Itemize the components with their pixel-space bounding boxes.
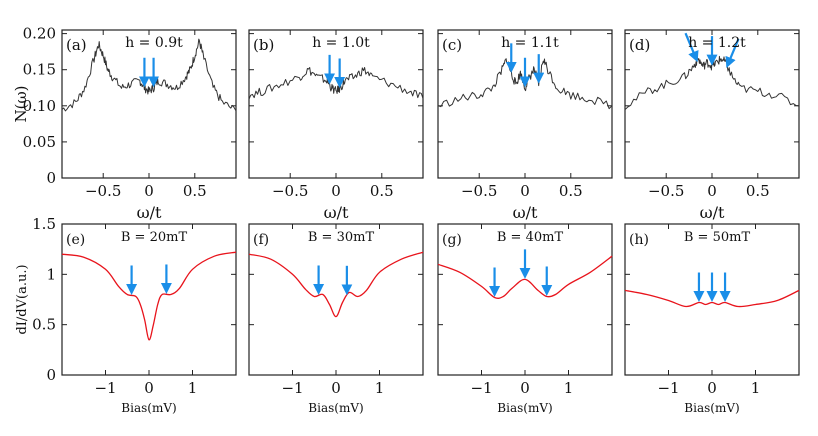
bottom_row-panel-1: −1 0 1 0 0.5 1 1.5 (e) B = 20mT Bias(mV): [32, 215, 237, 415]
y-tick-label: 1.5: [32, 215, 56, 233]
panel-frame: [61, 223, 237, 376]
x-tick-label: 1: [751, 379, 761, 397]
panel-param-label: B = 50mT: [684, 230, 751, 245]
bottom_row-series-line: [437, 255, 613, 299]
y-tick-label: 0: [46, 366, 56, 384]
x-tick-label: 0.5: [183, 182, 207, 200]
x-tick-label: 0: [331, 379, 341, 397]
bottom_row-panel-3: −1 0 1 (g) B = 40mT Bias(mV): [437, 223, 613, 415]
x-tick-label: 0: [520, 379, 530, 397]
top_row-xlabel: ω/t: [513, 203, 538, 222]
panel-frame: [624, 223, 800, 376]
x-tick-label: 1: [564, 379, 574, 397]
bottom_row-series-line: [61, 251, 237, 341]
panel-param-label: B = 40mT: [497, 230, 564, 245]
panel-frame: [248, 29, 424, 179]
panel-frame: [248, 223, 424, 376]
x-tick-label: 0: [520, 182, 530, 200]
y-tick-label: 0.5: [32, 316, 56, 334]
plot-grid: N(ω) −0.5 0 0.5 0 0.05 0.10 0.15 0.20 (a) h = 0.9t…: [12, 25, 800, 415]
panel-tag: (d): [629, 36, 650, 54]
panel-param-label: h = 1.2t: [688, 35, 746, 51]
panel-tag: (a): [66, 36, 87, 54]
top_row-xlabel: ω/t: [700, 203, 725, 222]
bottom_row-xlabel: Bias(mV): [121, 401, 176, 415]
x-tick-label: −0.5: [648, 182, 684, 200]
x-tick-label: −0.5: [272, 182, 308, 200]
panel-param-label: B = 20mT: [121, 230, 188, 245]
panel-tag: (b): [253, 36, 274, 54]
x-tick-label: −1: [94, 379, 116, 397]
x-tick-label: 0: [331, 182, 341, 200]
x-tick-label: 0: [144, 379, 154, 397]
bottom_row-xlabel: Bias(mV): [308, 401, 363, 415]
panel-frame: [437, 223, 613, 376]
panel-param-label: h = 1.1t: [501, 35, 559, 51]
panel-tag: (c): [442, 36, 462, 54]
bottom_row-panel-2: −1 0 1 (f) B = 30mT Bias(mV): [248, 223, 424, 415]
bottom_row-series-line: [248, 251, 424, 318]
top_row-series-line: [248, 67, 424, 100]
bottom_row-panel-4: −1 0 1 (h) B = 50mT Bias(mV): [624, 223, 800, 415]
x-tick-label: 1: [188, 379, 198, 397]
x-tick-label: 0: [144, 182, 154, 200]
x-tick-label: 1: [375, 379, 385, 397]
x-tick-label: −1: [657, 379, 679, 397]
y-tick-label: 1: [46, 265, 56, 283]
panel-frame: [61, 29, 237, 179]
top_row-series-line: [437, 58, 613, 110]
bottom_row-xlabel: Bias(mV): [684, 401, 739, 415]
top_row-series-line: [624, 55, 800, 111]
x-tick-label: −0.5: [461, 182, 497, 200]
top_row-series-line: [61, 38, 237, 112]
x-tick-label: 0: [707, 379, 717, 397]
x-tick-label: 0.5: [559, 182, 583, 200]
panel-tag: (e): [66, 232, 85, 248]
bottom_row-xlabel: Bias(mV): [497, 401, 552, 415]
panel-param-label: h = 1.0t: [312, 35, 370, 51]
x-tick-label: −0.5: [85, 182, 121, 200]
y-tick-label: 0.20: [23, 25, 56, 43]
top_row-panel-3: −0.5 0 0.5 (c) h = 1.1t ω/t: [437, 29, 613, 222]
y-tick-label: 0.05: [23, 133, 56, 151]
x-tick-label: −1: [281, 379, 303, 397]
panel-tag: (g): [442, 232, 462, 248]
peak-arrow: [725, 38, 740, 69]
panel-frame: [437, 29, 613, 179]
x-tick-label: −1: [470, 379, 492, 397]
panel-param-label: h = 0.9t: [125, 35, 183, 51]
panel-param-label: B = 30mT: [308, 230, 375, 245]
top_row-panel-2: −0.5 0 0.5 (b) h = 1.0t ω/t: [248, 29, 424, 222]
top_row-xlabel: ω/t: [324, 203, 349, 222]
bottom_row-series-line: [624, 289, 800, 308]
panel-tag: (f): [253, 232, 269, 248]
top_row-panel-1: −0.5 0 0.5 0 0.05 0.10 0.15 0.20 (a) h = 0.9t ω/t: [23, 25, 237, 222]
x-tick-label: 0: [707, 182, 717, 200]
top_row-xlabel: ω/t: [137, 203, 162, 222]
top_row-ylabel: N(ω): [12, 85, 30, 122]
bottom_row-ylabel: dI/dV(a.u.): [15, 264, 30, 334]
top_row-panel-4: −0.5 0 0.5 (d) h = 1.2t ω/t: [624, 29, 800, 222]
peak-arrow: [684, 32, 699, 63]
x-tick-label: 0.5: [370, 182, 394, 200]
y-tick-label: 0.15: [23, 61, 56, 79]
panel-tag: (h): [629, 232, 649, 248]
y-tick-label: 0.10: [23, 97, 56, 115]
x-tick-label: 0.5: [746, 182, 770, 200]
y-tick-label: 0: [46, 169, 56, 187]
